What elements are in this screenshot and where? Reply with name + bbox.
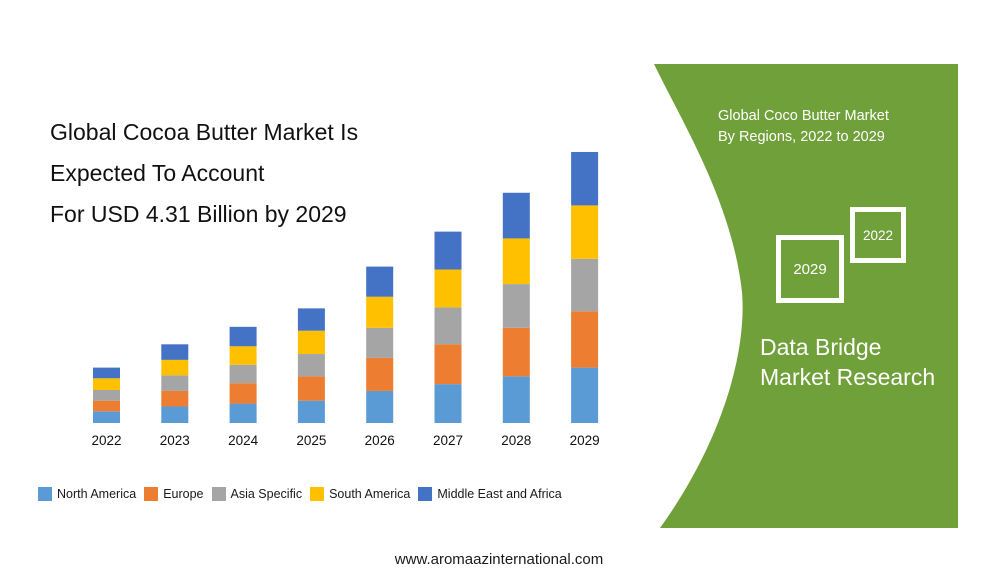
bar-2025-series-4 bbox=[297, 308, 325, 331]
year-box-2029: 2029 bbox=[776, 235, 844, 303]
legend-label-0: North America bbox=[57, 487, 137, 501]
bar-2024-series-2 bbox=[229, 364, 257, 384]
bar-2023-series-4 bbox=[161, 344, 189, 360]
bar-2028-series-4 bbox=[502, 192, 530, 239]
legend-item-2: Asia Specific bbox=[211, 487, 303, 501]
x-tick-2024: 2024 bbox=[228, 433, 259, 448]
x-tick-2028: 2028 bbox=[501, 433, 531, 448]
x-tick-2023: 2023 bbox=[160, 433, 190, 448]
bar-2029-series-0 bbox=[571, 367, 599, 423]
bar-2026-series-4 bbox=[366, 266, 394, 297]
panel-title: Global Coco Butter Market By Regions, 20… bbox=[718, 106, 953, 148]
website-url[interactable]: www.aromaazinternational.com bbox=[394, 551, 604, 568]
bar-2024-series-0 bbox=[229, 403, 257, 423]
headline-line-1: Global Cocoa Butter Market Is bbox=[50, 119, 359, 145]
bar-2029-series-4 bbox=[571, 151, 599, 206]
bar-2028-series-0 bbox=[502, 376, 530, 423]
legend-label-2: Asia Specific bbox=[230, 487, 303, 501]
chart-headline: Global Cocoa Butter Market Is Expected T… bbox=[50, 112, 470, 235]
stacked-bar-chart: 2022 2023 2024 2025 2026 2027 2028 2029 bbox=[91, 151, 600, 448]
green-info-panel: Global Coco Butter Market By Regions, 20… bbox=[652, 62, 958, 530]
legend-swatch-2 bbox=[211, 487, 226, 501]
x-tick-2029: 2029 bbox=[570, 433, 600, 448]
bars-group bbox=[93, 151, 599, 423]
headline-line-3: For USD 4.31 Billion by 2029 bbox=[50, 201, 347, 227]
x-tick-2027: 2027 bbox=[433, 433, 463, 448]
bar-2029-series-2 bbox=[571, 258, 599, 312]
bar-2022-series-3 bbox=[93, 378, 120, 390]
bar-2023-series-1 bbox=[161, 390, 189, 407]
bar-2026-series-0 bbox=[366, 390, 394, 423]
legend-label-4: Middle East and Africa bbox=[437, 487, 562, 501]
legend-swatch-3 bbox=[310, 487, 325, 501]
bar-2023-series-2 bbox=[161, 375, 189, 391]
bar-2025-series-1 bbox=[297, 376, 325, 401]
legend-swatch-1 bbox=[144, 487, 159, 501]
bar-2026-series-3 bbox=[366, 296, 394, 328]
legend-item-4: Middle East and Africa bbox=[418, 487, 562, 501]
legend-label-1: Europe bbox=[163, 487, 204, 501]
bar-2024-series-3 bbox=[229, 346, 257, 365]
bar-2022-series-2 bbox=[93, 389, 120, 401]
headline-line-2: Expected To Account bbox=[50, 160, 265, 186]
bar-2023-series-0 bbox=[161, 406, 189, 423]
bar-2023-series-3 bbox=[161, 359, 189, 376]
bar-2028-series-2 bbox=[502, 284, 530, 328]
bar-2027-series-1 bbox=[434, 344, 462, 385]
panel-background bbox=[654, 64, 958, 528]
bar-2027-series-3 bbox=[434, 269, 462, 308]
panel-title-line-1: Global Coco Butter Market bbox=[718, 108, 889, 124]
legend-label-3: South America bbox=[329, 487, 411, 501]
bar-2027-series-0 bbox=[434, 384, 462, 423]
bar-2025-series-0 bbox=[297, 400, 325, 423]
brand-name: Data Bridge Market Research bbox=[760, 332, 955, 392]
bar-2029-series-3 bbox=[571, 205, 599, 259]
x-tick-2026: 2026 bbox=[365, 433, 395, 448]
bar-2028-series-3 bbox=[502, 238, 530, 285]
bar-2024-series-4 bbox=[229, 326, 257, 347]
bar-2025-series-2 bbox=[297, 354, 325, 377]
bar-2022-series-1 bbox=[93, 400, 120, 412]
legend-item-1: Europe bbox=[144, 487, 204, 501]
bar-2027-series-4 bbox=[434, 231, 462, 270]
bar-2026-series-2 bbox=[366, 327, 394, 358]
x-tick-2025: 2025 bbox=[296, 433, 326, 448]
bar-2029-series-1 bbox=[571, 311, 599, 368]
chart-legend: North America Europe Asia Specific South Am… bbox=[38, 487, 562, 501]
year-box-2022: 2022 bbox=[850, 207, 906, 263]
bar-2022-series-0 bbox=[93, 411, 120, 423]
bar-2027-series-2 bbox=[434, 307, 462, 345]
bar-2025-series-3 bbox=[297, 330, 325, 355]
bar-2024-series-1 bbox=[229, 383, 257, 404]
bar-2028-series-1 bbox=[502, 327, 530, 377]
legend-item-3: South America bbox=[310, 487, 410, 501]
legend-swatch-4 bbox=[418, 487, 433, 501]
x-tick-2022: 2022 bbox=[91, 433, 121, 448]
brand-line-1: Data Bridge bbox=[760, 334, 882, 360]
legend-swatch-0 bbox=[38, 487, 52, 501]
legend-item-0: North America bbox=[38, 487, 136, 501]
x-tick-labels: 2022 2023 2024 2025 2026 2027 2028 2029 bbox=[91, 433, 599, 448]
bar-2022-series-4 bbox=[93, 367, 120, 379]
panel-title-line-2: By Regions, 2022 to 2029 bbox=[718, 129, 885, 145]
panel-shape bbox=[654, 64, 958, 528]
brand-line-2: Market Research bbox=[760, 364, 936, 390]
bar-2026-series-1 bbox=[366, 357, 394, 391]
